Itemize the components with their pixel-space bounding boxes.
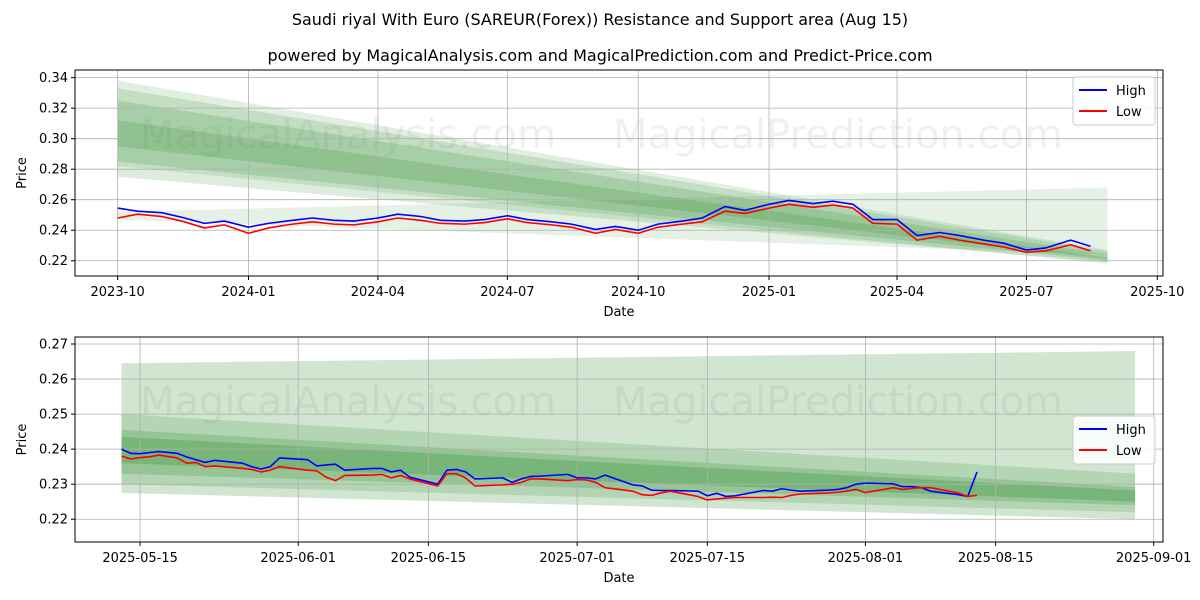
plot-frame: [74, 69, 1164, 277]
chart-subtitle: powered by MagicalAnalysis.com and Magic…: [267, 46, 933, 65]
band-2: [117, 88, 1108, 263]
series-line-high: [117, 199, 1091, 251]
band-group: [121, 351, 1136, 520]
legend: High Low: [1072, 76, 1156, 126]
series-group: [121, 448, 978, 501]
legend: High Low: [1072, 415, 1156, 465]
series-group: [117, 199, 1091, 254]
legend-label-high: High: [1116, 84, 1146, 99]
legend-label-high: High: [1116, 423, 1146, 438]
x-tick-label: 2025-07-15: [670, 551, 746, 566]
x-tick-label: 2025-07-01: [539, 551, 615, 566]
x-axis-label: Date: [603, 305, 634, 320]
series-line-high: [121, 448, 978, 498]
y-tick-label: 0.34: [39, 71, 68, 86]
y-tick-label: 0.24: [39, 443, 68, 458]
x-tick-label: 2024-07: [480, 285, 534, 300]
band-3: [121, 429, 1136, 506]
plot-frame: [74, 336, 1164, 543]
x-tick-label: 2025-06-01: [260, 551, 336, 566]
x-tick-label: 2024-04: [351, 285, 405, 300]
y-tick-label: 0.25: [39, 408, 68, 423]
y-tick-label: 0.26: [39, 373, 68, 388]
legend-label-low: Low: [1116, 444, 1142, 459]
x-tick-label: 2025-10: [1130, 285, 1184, 300]
x-tick-label: 2024-10: [611, 285, 665, 300]
y-tick-label: 0.30: [39, 132, 68, 147]
y-tick-label: 0.23: [39, 478, 68, 493]
x-tick-label: 2025-06-15: [391, 551, 467, 566]
band-2: [121, 414, 1136, 513]
x-tick-label: 2025-01: [742, 285, 796, 300]
x-tick-label: 2025-04: [870, 285, 924, 300]
x-tick-label: 2025-05-15: [102, 551, 178, 566]
watermark-prediction: MagicalPrediction.com: [613, 112, 1063, 158]
watermark-analysis: MagicalAnalysis.com: [140, 112, 556, 158]
band-group: [117, 80, 1108, 264]
chart-panel-1: MagicalAnalysis.com MagicalPrediction.com…: [15, 69, 1184, 320]
x-tick-label: 2025-07: [999, 285, 1053, 300]
y-axis-label: Price: [15, 157, 30, 189]
y-tick-label: 0.27: [39, 338, 68, 353]
y-tick-label: 0.22: [39, 513, 68, 528]
band-1: [117, 80, 1108, 264]
series-line-low: [117, 203, 1091, 254]
y-tick-label: 0.32: [39, 102, 68, 117]
band-5: [117, 187, 1108, 255]
band-1: [121, 351, 1136, 520]
chart-panel-2: MagicalAnalysis.com MagicalPrediction.com…: [15, 336, 1192, 586]
x-tick-label: 2023-10: [91, 285, 145, 300]
y-tick-label: 0.22: [39, 254, 68, 269]
x-tick-label: 2025-08-01: [828, 551, 904, 566]
x-axis-label: Date: [603, 571, 634, 586]
x-tick-label: 2024-01: [221, 285, 275, 300]
watermark-prediction: MagicalPrediction.com: [613, 379, 1063, 425]
y-tick-label: 0.26: [39, 193, 68, 208]
legend-label-low: Low: [1116, 105, 1142, 120]
watermark-analysis: MagicalAnalysis.com: [140, 379, 556, 425]
y-axis-label: Price: [15, 424, 30, 456]
y-tick-label: 0.24: [39, 224, 68, 239]
x-tick-label: 2025-09-01: [1116, 551, 1192, 566]
band-4: [117, 120, 1108, 260]
series-line-low: [121, 454, 978, 501]
band-3: [117, 100, 1108, 261]
band-4: [121, 436, 1136, 502]
chart-title: Saudi riyal With Euro (SAREUR(Forex)) Re…: [291, 10, 909, 29]
x-tick-label: 2025-08-15: [958, 551, 1034, 566]
y-tick-label: 0.28: [39, 163, 68, 178]
